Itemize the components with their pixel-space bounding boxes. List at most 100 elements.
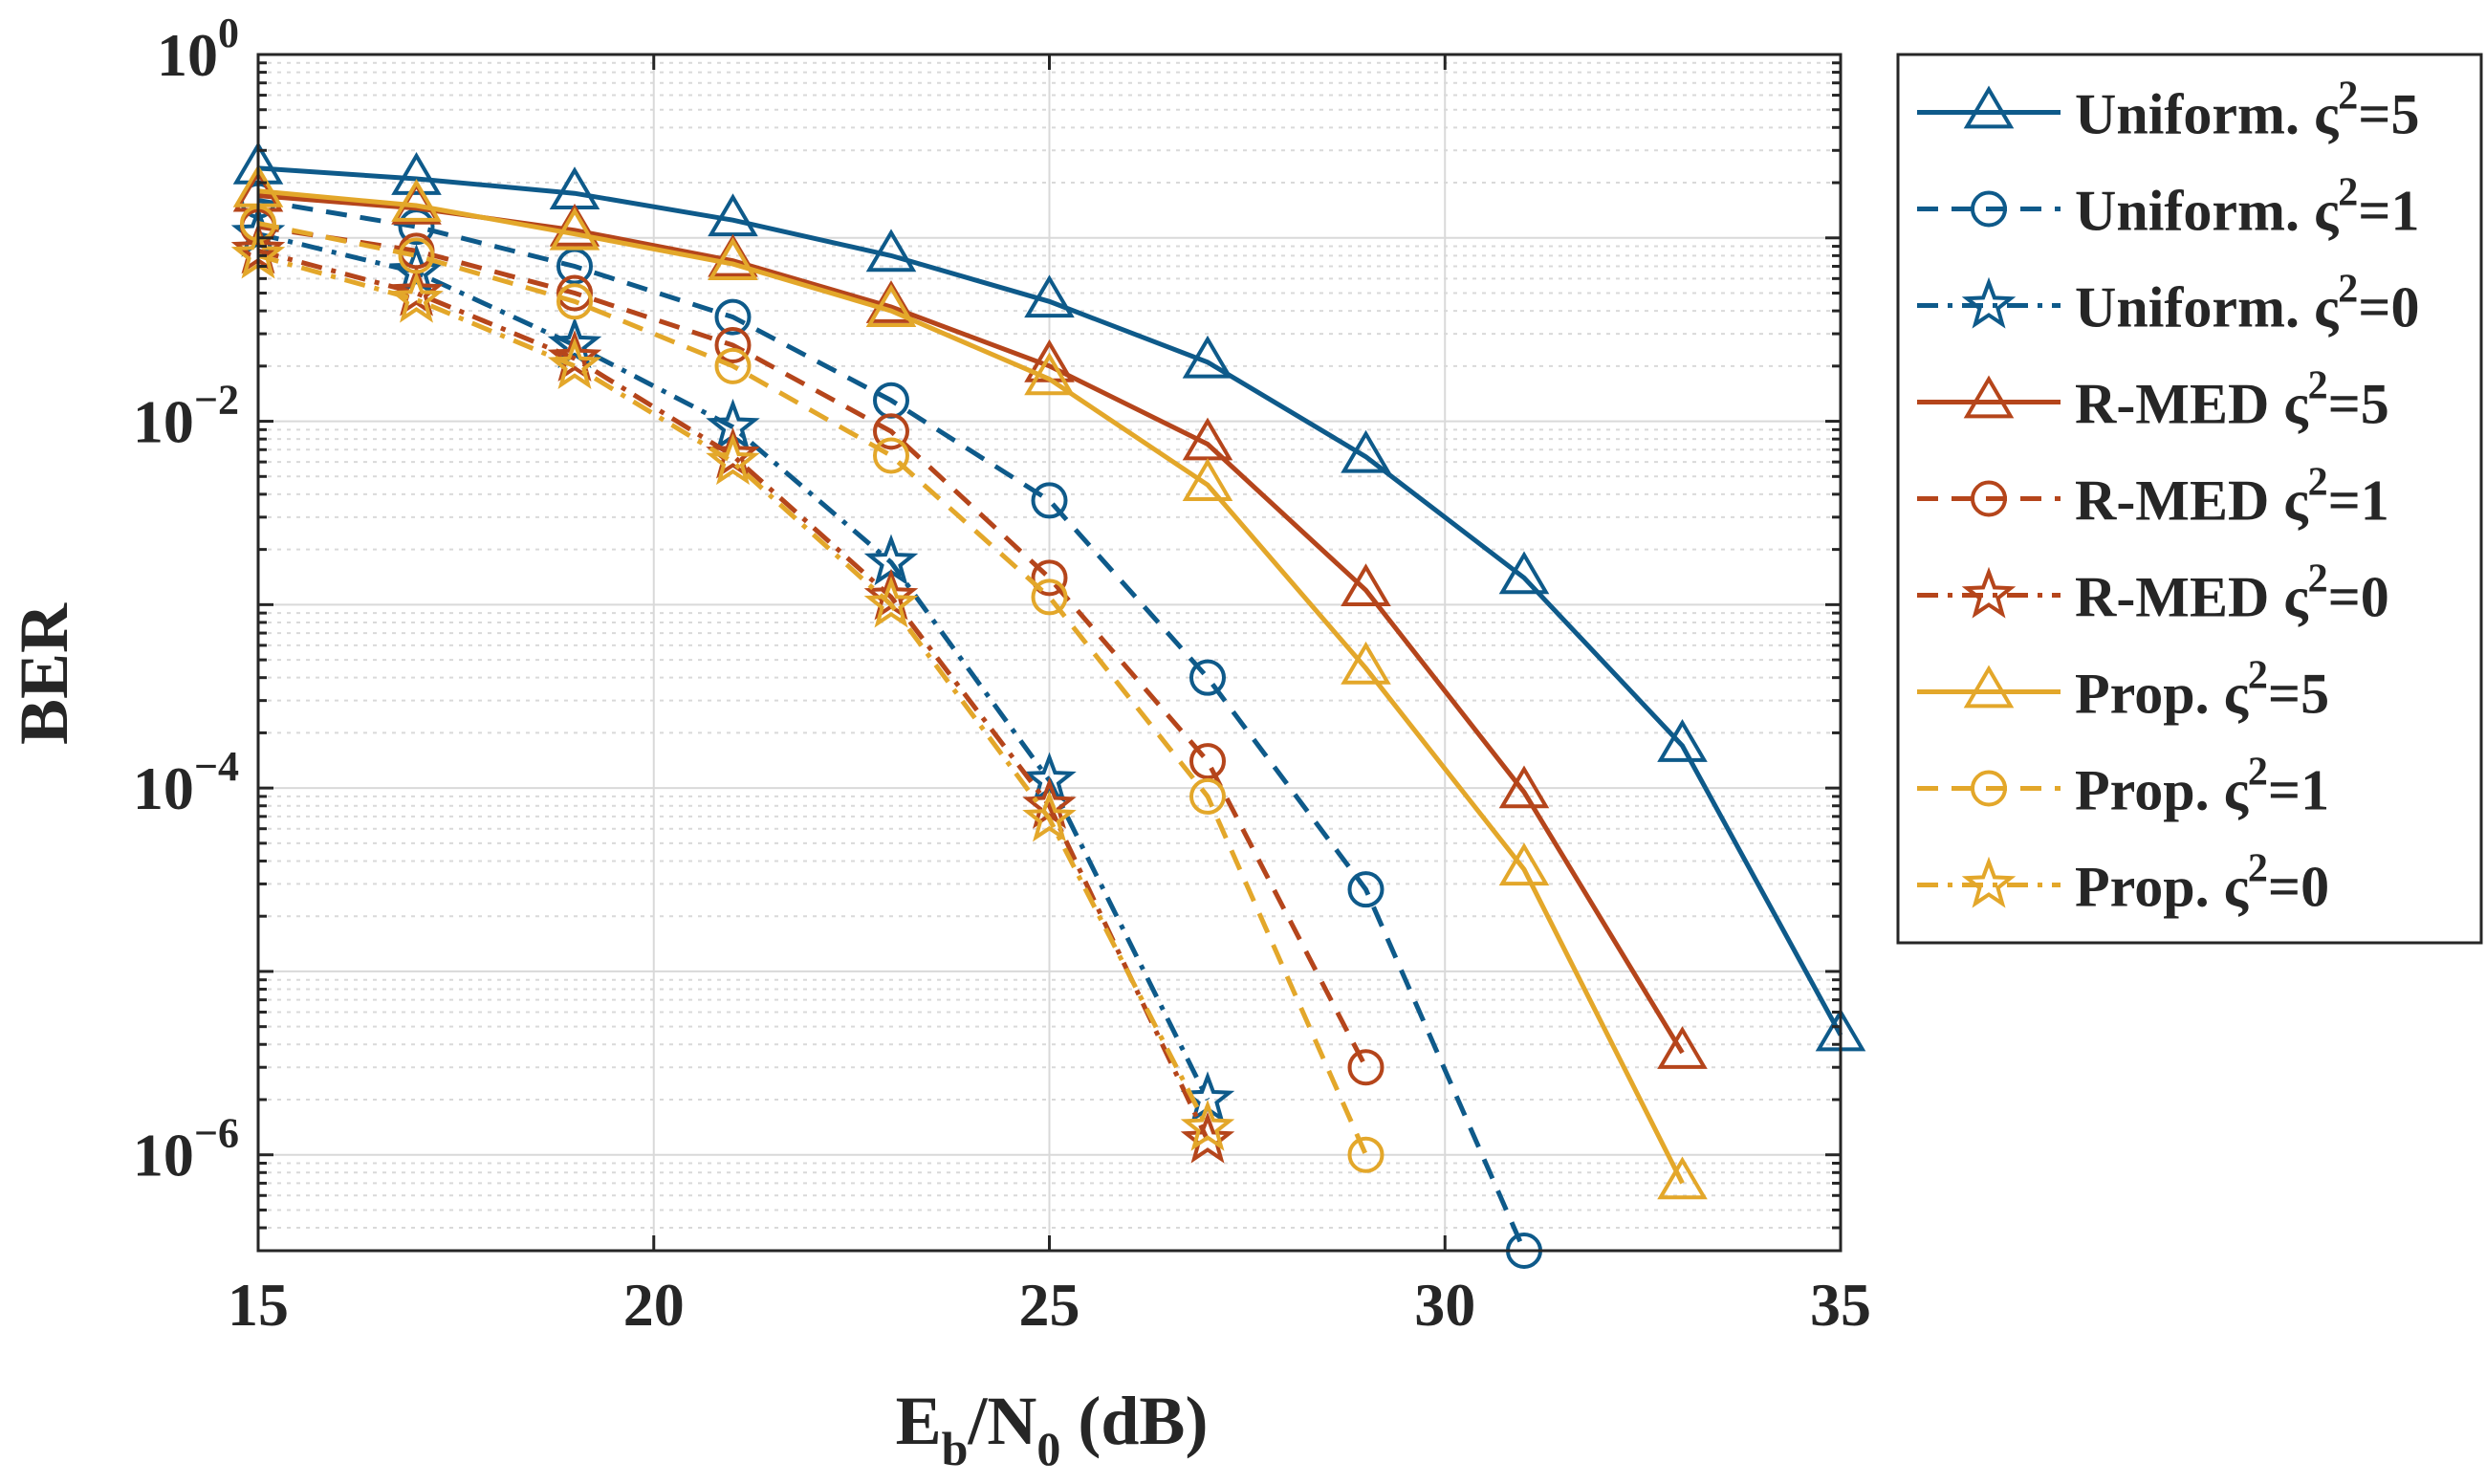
legend-item: Prop. ς2=0 xyxy=(1917,847,2329,919)
data-point xyxy=(1022,790,1077,842)
legend-marker xyxy=(1961,276,2017,329)
legend-label: Prop. ς2=1 xyxy=(2075,751,2329,822)
data-point xyxy=(1347,1049,1385,1086)
data-point xyxy=(714,298,752,336)
data-point xyxy=(1182,458,1233,501)
x-tick-label: 30 xyxy=(1414,1271,1475,1339)
axes-frame xyxy=(256,53,1843,1253)
data-point xyxy=(547,316,602,369)
data-point xyxy=(1031,559,1068,597)
data-point xyxy=(1341,429,1391,473)
data-point xyxy=(1657,1156,1708,1200)
data-point xyxy=(865,284,917,327)
data-point xyxy=(1022,752,1077,804)
data-point xyxy=(1024,274,1075,318)
data-point xyxy=(556,283,593,320)
data-point xyxy=(1180,1099,1235,1151)
legend-marker xyxy=(1961,856,2017,908)
legend-item: R-MED ς2=5 xyxy=(1917,364,2389,436)
x-axis-label: Eb/N0 (dB) xyxy=(896,1383,1209,1475)
legend-marker xyxy=(1971,480,2007,517)
series-line xyxy=(257,221,1368,1156)
legend-marker xyxy=(1963,85,2015,129)
data-point xyxy=(1341,563,1391,607)
data-point xyxy=(1498,551,1550,595)
data-point xyxy=(706,433,760,486)
x-tick-label: 15 xyxy=(228,1271,289,1339)
data-point xyxy=(714,326,752,363)
data-point xyxy=(1182,335,1233,379)
series-7 xyxy=(232,164,1708,1200)
y-tick-label: 10−2 xyxy=(133,377,239,456)
data-point xyxy=(1031,578,1068,616)
data-point xyxy=(865,229,917,273)
legend-label: R-MED ς2=0 xyxy=(2075,557,2389,629)
data-point xyxy=(547,330,602,382)
data-point xyxy=(389,271,444,323)
x-tick-label: 25 xyxy=(1019,1271,1080,1339)
data-point xyxy=(391,179,442,222)
legend-marker xyxy=(1961,566,2017,619)
data-point xyxy=(1180,1111,1235,1164)
legend-label: Uniform. ς2=5 xyxy=(2075,75,2419,146)
x-tick-label: 20 xyxy=(623,1271,685,1339)
data-point xyxy=(1031,482,1068,519)
legend-item: Prop. ς2=1 xyxy=(1917,751,2329,822)
legend-item: R-MED ς2=1 xyxy=(1917,461,2389,533)
legend-marker xyxy=(1971,190,2007,228)
series-line xyxy=(257,248,1210,1142)
series-line xyxy=(257,252,1210,1129)
legend-marker xyxy=(1971,770,2007,807)
series-8 xyxy=(240,205,1385,1173)
legend-marker xyxy=(1963,375,2015,419)
data-point xyxy=(1347,871,1385,908)
data-point xyxy=(1189,777,1226,815)
data-point xyxy=(389,264,444,316)
y-tick-label: 10−4 xyxy=(133,743,239,822)
data-point xyxy=(547,338,602,389)
legend-marker xyxy=(1963,665,2015,709)
data-point xyxy=(708,237,758,281)
data-point xyxy=(556,274,593,312)
legend-label: Uniform. ς2=1 xyxy=(2075,171,2419,243)
data-point xyxy=(1189,659,1226,696)
y-axis-label: BER xyxy=(6,602,82,745)
legend-label: Prop. ς2=5 xyxy=(2075,654,2329,726)
x-tick-label: 35 xyxy=(1810,1271,1871,1339)
data-point xyxy=(391,152,442,195)
legend-item: Uniform. ς2=0 xyxy=(1917,268,2419,339)
legend-label: R-MED ς2=5 xyxy=(2075,364,2389,436)
series-1 xyxy=(232,141,1866,1052)
y-tick-label: 10−6 xyxy=(133,1110,239,1189)
series-line xyxy=(257,198,1527,1253)
data-point xyxy=(873,413,909,450)
data-point xyxy=(1347,1136,1385,1173)
legend-item: Prop. ς2=5 xyxy=(1917,654,2329,726)
tick-labels: 15 20 25 30 35 100 10−2 10−4 10−6 xyxy=(133,10,1871,1339)
series-2 xyxy=(240,182,1542,1269)
legend: Uniform. ς2=5 Uniform. ς2=1 Uniform. ς2=0 R… xyxy=(1896,53,2483,945)
data-point xyxy=(549,207,600,251)
data-point xyxy=(863,576,919,628)
data-point xyxy=(873,437,909,474)
data-point xyxy=(1498,842,1550,886)
legend-item: Uniform. ς2=5 xyxy=(1917,75,2419,146)
data-point xyxy=(706,426,760,479)
data-point xyxy=(865,280,917,323)
series-line xyxy=(257,188,1685,1185)
legend-item: Uniform. ς2=1 xyxy=(1917,171,2419,243)
data-point xyxy=(1341,641,1391,685)
data-point xyxy=(1189,743,1226,780)
data-point xyxy=(1498,765,1550,809)
y-tick-label: 100 xyxy=(157,10,239,89)
legend-item: R-MED ς2=0 xyxy=(1917,557,2389,629)
data-point xyxy=(1024,352,1075,396)
legend-label: R-MED ς2=1 xyxy=(2075,461,2389,533)
data-point xyxy=(1657,718,1708,762)
legend-label: Prop. ς2=0 xyxy=(2075,847,2329,919)
data-point xyxy=(1657,1026,1708,1069)
series-line xyxy=(257,165,1843,1037)
series-line xyxy=(257,224,1368,1069)
legend-label: Uniform. ς2=0 xyxy=(2075,268,2419,339)
